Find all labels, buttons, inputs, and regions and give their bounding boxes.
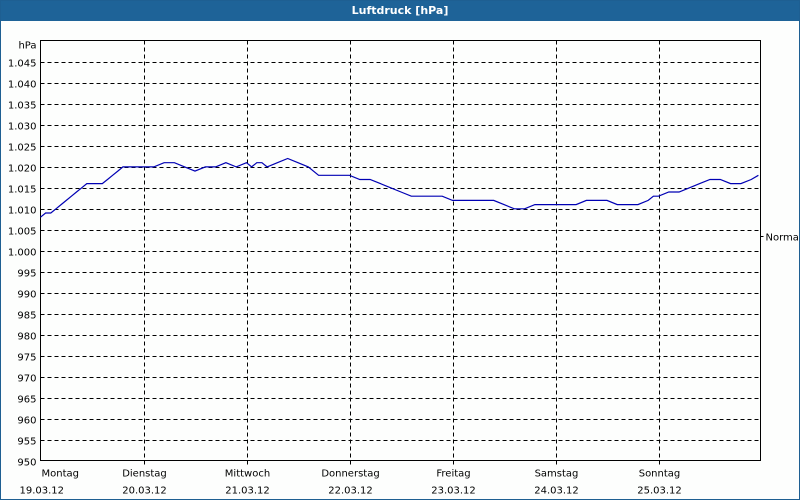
y-tick-label: 955	[17, 437, 36, 448]
x-tick-date: 21.03.12	[225, 486, 270, 497]
y-tick-label: 985	[17, 311, 36, 322]
y-tick-label: 1.025	[8, 143, 37, 154]
x-tick-date: 24.03.12	[534, 486, 579, 497]
normal-label: Normal	[766, 233, 800, 244]
x-tick-day: Samstag	[535, 469, 579, 480]
x-tick-date: 23.03.12	[431, 486, 476, 497]
y-tick-label: 965	[17, 395, 36, 406]
pressure-chart: 1.045 1.040 1.035 1.030 1.025 1.020 1.015 1.010…	[8, 40, 800, 497]
y-tick-label: 950	[17, 458, 36, 469]
x-tick-day: Freitag	[436, 469, 470, 480]
y-tick-label: 1.000	[8, 248, 37, 259]
plot-frame	[40, 40, 761, 461]
y-axis-unit: hPa	[18, 41, 36, 52]
y-tick-label: 975	[17, 353, 36, 364]
y-tick-label: 1.010	[8, 206, 37, 217]
y-tick-label: 1.020	[8, 164, 37, 175]
y-tick-label: 995	[17, 269, 36, 280]
x-tick-day: Dienstag	[122, 469, 167, 480]
x-tick-date: 25.03.12	[637, 486, 682, 497]
pressure-line	[40, 157, 759, 218]
y-tick-label: 1.015	[8, 185, 37, 196]
y-tick-label: 970	[17, 374, 36, 385]
y-tick-label: 1.030	[8, 122, 37, 133]
x-tick-date: 22.03.12	[328, 486, 373, 497]
x-tick-day: Sonntag	[639, 469, 681, 480]
y-tick-label: 990	[17, 290, 36, 301]
y-tick-label: 1.040	[8, 80, 37, 91]
y-tick-label: 1.035	[8, 101, 37, 112]
x-tick-day: Mittwoch	[225, 469, 270, 480]
x-tick-day: Donnerstag	[321, 469, 379, 480]
y-tick-label: 1.005	[8, 227, 37, 238]
x-tick-date: 19.03.12	[20, 486, 65, 497]
x-tick-date: 20.03.12	[122, 486, 167, 497]
x-tick-day: Montag	[42, 469, 79, 480]
y-tick-label: 1.045	[8, 59, 37, 70]
window-title: Luftdruck [hPa]	[1, 1, 799, 21]
y-tick-label: 960	[17, 416, 36, 427]
y-tick-label: 980	[17, 332, 36, 343]
